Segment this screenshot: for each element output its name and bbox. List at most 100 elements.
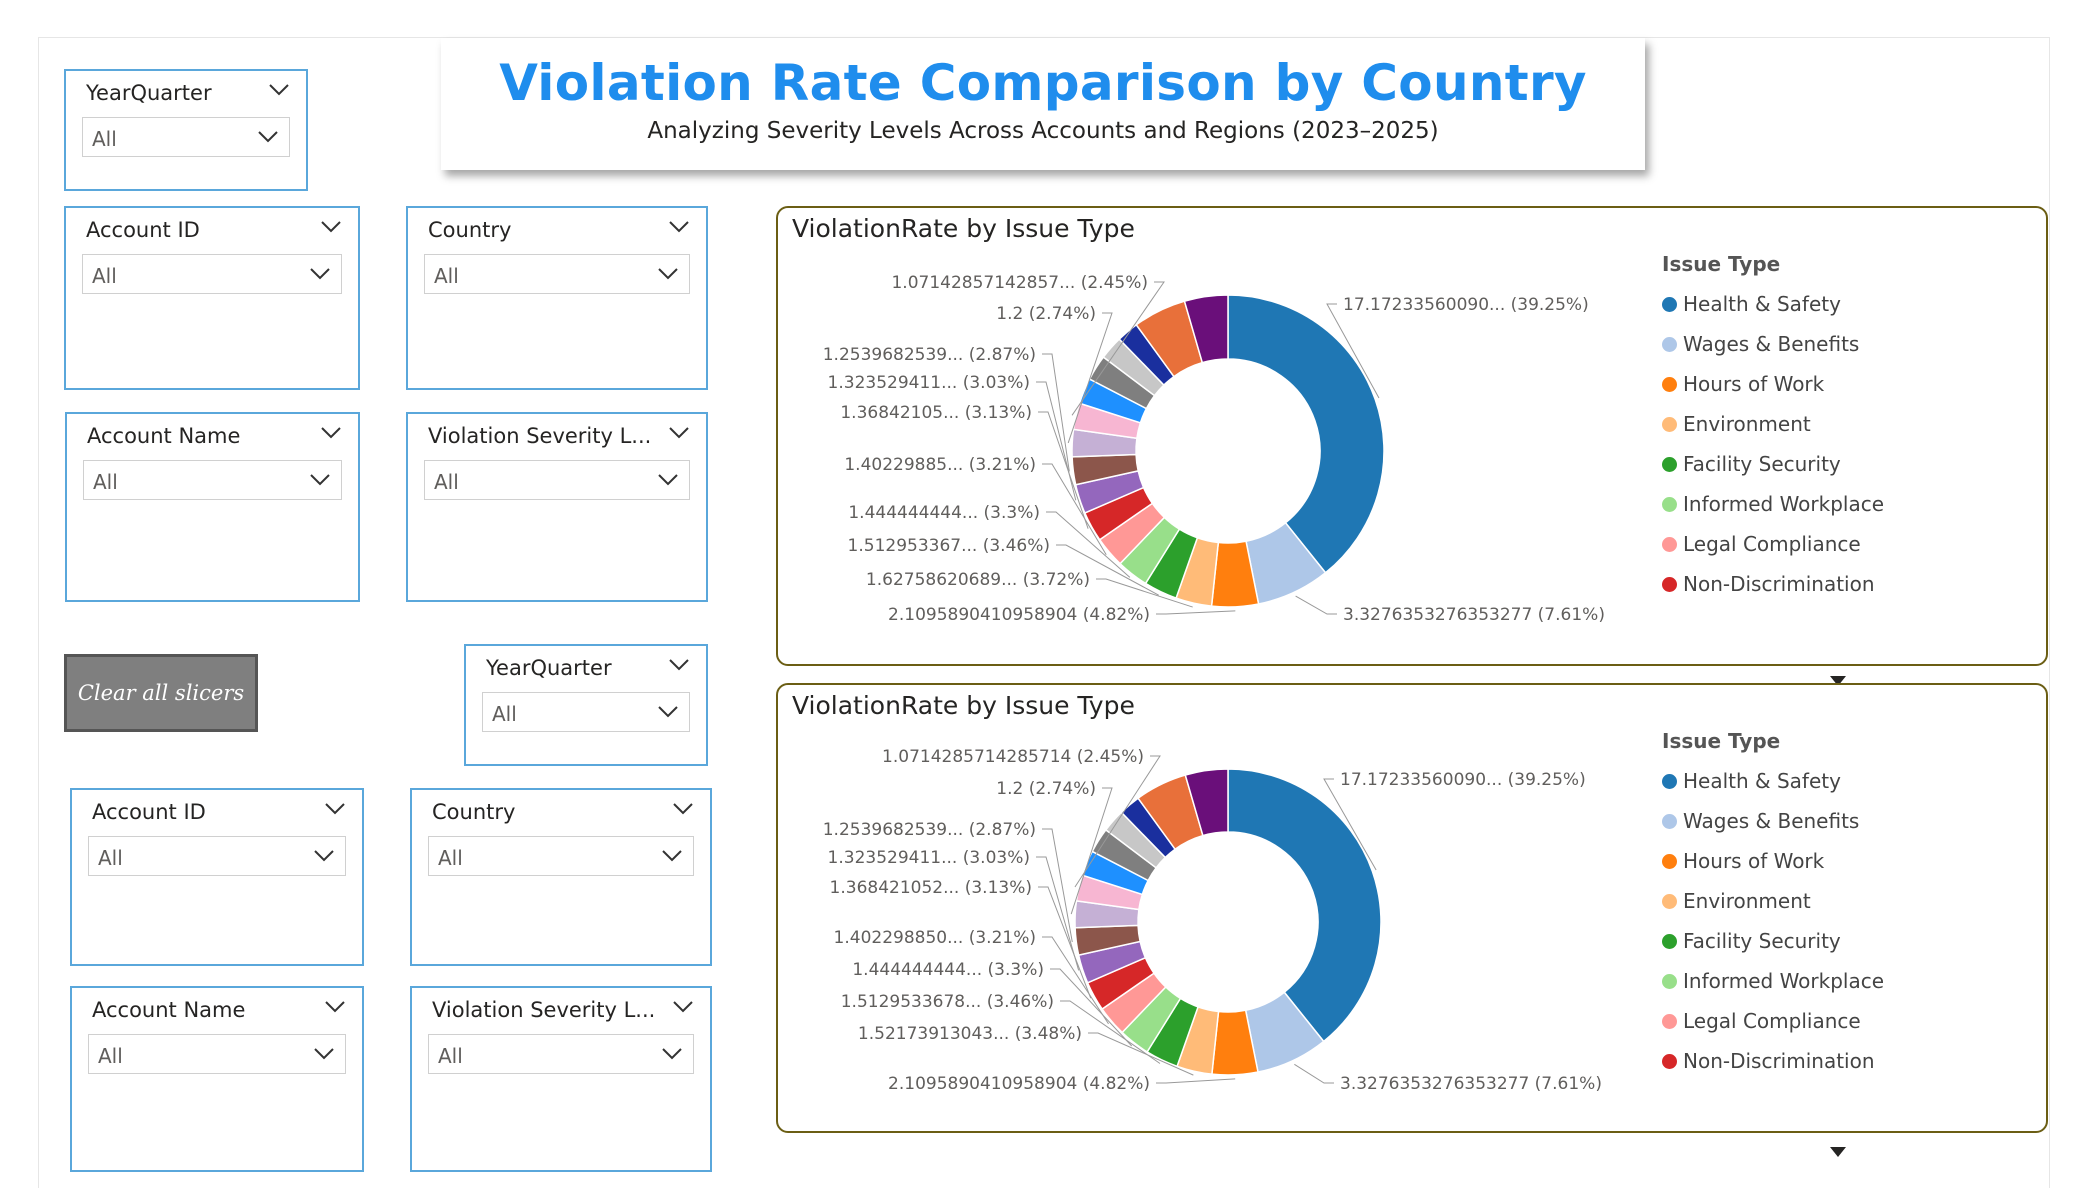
data-label: 1.07142857142857... (2.45%) <box>891 273 1148 293</box>
legend-item[interactable]: Wages & Benefits <box>1662 801 1962 841</box>
data-label: 1.2 (2.74%) <box>996 779 1096 799</box>
legend-item[interactable]: Facility Security <box>1662 444 1962 484</box>
chevron-down-icon[interactable] <box>324 802 346 816</box>
slicer-account-id[interactable]: Account ID All <box>64 206 360 390</box>
slicer-dropdown[interactable]: All <box>428 1034 694 1074</box>
legend-item[interactable]: Non-Discrimination <box>1662 1041 1962 1081</box>
data-label: 2.1095890410958904 (4.82%) <box>888 1074 1150 1094</box>
slicer-account-name-2[interactable]: Account Name All <box>70 986 364 1172</box>
chevron-down-icon[interactable] <box>309 473 331 487</box>
slicer-dropdown[interactable]: All <box>88 1034 346 1074</box>
slicer-dropdown[interactable]: All <box>482 692 690 732</box>
chevron-down-icon[interactable] <box>668 220 690 234</box>
chevron-down-icon[interactable] <box>257 130 279 144</box>
chevron-down-icon[interactable] <box>320 220 342 234</box>
chevron-down-icon[interactable] <box>672 802 694 816</box>
legend-item[interactable]: Environment <box>1662 404 1962 444</box>
slicer-value: All <box>492 702 517 726</box>
chevron-down-icon[interactable] <box>313 1047 335 1061</box>
chevron-down-icon[interactable] <box>657 705 679 719</box>
slicer-account-name[interactable]: Account Name All <box>65 412 360 602</box>
slicer-value: All <box>92 264 117 288</box>
legend-label: Non-Discrimination <box>1683 572 1875 596</box>
slicer-dropdown[interactable]: All <box>82 254 342 294</box>
legend-marker <box>1662 536 1677 552</box>
legend-item[interactable]: Facility Security <box>1662 921 1962 961</box>
donut-chart-1[interactable]: ViolationRate by Issue Type 17.172335600… <box>776 206 2048 686</box>
legend-item[interactable]: Health & Safety <box>1662 761 1962 801</box>
chart-legend: Issue Type Health & Safety Wages & Benefi… <box>1662 729 1962 1157</box>
chevron-down-icon[interactable] <box>309 267 331 281</box>
legend-marker <box>1662 416 1677 432</box>
donut-slice[interactable] <box>1227 768 1382 1043</box>
donut-chart-2[interactable]: ViolationRate by Issue Type 17.172335600… <box>776 683 2048 1157</box>
slicer-value: All <box>434 470 459 494</box>
legend-label: Wages & Benefits <box>1683 809 1860 833</box>
slicer-title: YearQuarter <box>86 81 212 105</box>
legend-item[interactable]: Informed Workplace <box>1662 484 1962 524</box>
data-label: 3.3276353276353277 (7.61%) <box>1343 605 1605 625</box>
slicer-dropdown[interactable]: All <box>83 460 342 500</box>
slicer-account-id-2[interactable]: Account ID All <box>70 788 364 966</box>
legend-label: Health & Safety <box>1683 769 1841 793</box>
chevron-down-icon[interactable] <box>668 426 690 440</box>
donut-slice[interactable] <box>1183 294 1229 364</box>
legend-scroll-down-icon[interactable] <box>1830 1147 1846 1157</box>
donut-slice[interactable] <box>1227 294 1385 574</box>
data-label: 17.17233560090... (39.25%) <box>1340 770 1586 790</box>
slicer-dropdown[interactable]: All <box>428 836 694 876</box>
legend-item[interactable]: Health & Safety <box>1662 284 1962 324</box>
slicer-dropdown[interactable]: All <box>424 460 690 500</box>
legend-marker <box>1662 933 1677 949</box>
slicer-value: All <box>434 264 459 288</box>
slicer-violation-severity-2[interactable]: Violation Severity L... All <box>410 986 712 1172</box>
data-label: 1.40229885... (3.21%) <box>844 455 1036 475</box>
leader-line <box>1046 511 1131 578</box>
chevron-down-icon[interactable] <box>668 658 690 672</box>
slicer-title: Violation Severity L... <box>432 998 656 1022</box>
legend-item[interactable]: Wages & Benefits <box>1662 324 1962 364</box>
leader-line <box>1056 544 1159 596</box>
leader-line <box>1036 381 1077 501</box>
slicer-title: Account Name <box>87 424 241 448</box>
slicer-country[interactable]: Country All <box>406 206 708 390</box>
donut-slice[interactable] <box>1184 768 1229 837</box>
clear-all-slicers-button[interactable]: Clear all slicers <box>64 654 258 732</box>
legend-marker <box>1662 576 1677 592</box>
slicer-country-2[interactable]: Country All <box>410 788 712 966</box>
slicer-dropdown[interactable]: All <box>82 117 290 157</box>
legend-scroll-down-icon[interactable] <box>1830 676 1846 686</box>
legend-item[interactable]: Hours of Work <box>1662 841 1962 881</box>
chevron-down-icon[interactable] <box>657 267 679 281</box>
chevron-down-icon[interactable] <box>320 426 342 440</box>
data-label: 1.2539682539... (2.87%) <box>823 820 1036 840</box>
legend-marker <box>1662 1053 1677 1069</box>
chevron-down-icon[interactable] <box>661 1047 683 1061</box>
leader-line <box>1323 778 1377 871</box>
legend-item[interactable]: Legal Compliance <box>1662 1001 1962 1041</box>
chevron-down-icon[interactable] <box>661 849 683 863</box>
slicer-dropdown[interactable]: All <box>88 836 346 876</box>
slicer-violation-severity[interactable]: Violation Severity L... All <box>406 412 708 602</box>
chevron-down-icon[interactable] <box>657 473 679 487</box>
slicer-yearquarter-2[interactable]: YearQuarter All <box>464 644 708 766</box>
chart-title: ViolationRate by Issue Type <box>792 214 1135 243</box>
slicer-title: Country <box>428 218 512 242</box>
legend-item[interactable]: Hours of Work <box>1662 364 1962 404</box>
chevron-down-icon[interactable] <box>268 83 290 97</box>
data-label: 1.402298850... (3.21%) <box>834 928 1036 948</box>
data-label: 1.368421052... (3.13%) <box>830 878 1032 898</box>
slicer-yearquarter[interactable]: YearQuarter All <box>64 69 308 191</box>
chevron-down-icon[interactable] <box>324 1000 346 1014</box>
legend-item[interactable]: Environment <box>1662 881 1962 921</box>
legend-item[interactable]: Legal Compliance <box>1662 524 1962 564</box>
slicer-title: Violation Severity L... <box>428 424 652 448</box>
data-label: 17.17233560090... (39.25%) <box>1343 295 1589 315</box>
legend-item[interactable]: Non-Discrimination <box>1662 564 1962 604</box>
chevron-down-icon[interactable] <box>313 849 335 863</box>
chevron-down-icon[interactable] <box>672 1000 694 1014</box>
slicer-dropdown[interactable]: All <box>424 254 690 294</box>
data-label: 1.323529411... (3.03%) <box>828 848 1030 868</box>
page-subtitle: Analyzing Severity Levels Across Account… <box>647 118 1439 144</box>
legend-item[interactable]: Informed Workplace <box>1662 961 1962 1001</box>
